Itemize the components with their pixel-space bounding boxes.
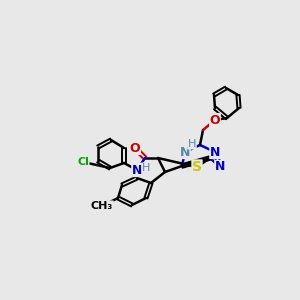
Text: CH₃: CH₃ xyxy=(91,201,113,211)
Text: N: N xyxy=(215,160,225,173)
Text: N: N xyxy=(210,146,220,158)
Text: Cl: Cl xyxy=(77,157,89,167)
Text: O: O xyxy=(130,142,140,154)
Text: H: H xyxy=(188,139,196,149)
Text: N: N xyxy=(180,146,190,158)
Text: N: N xyxy=(132,164,142,176)
Text: S: S xyxy=(192,160,202,174)
Text: O: O xyxy=(210,113,220,127)
Text: H: H xyxy=(142,163,150,173)
